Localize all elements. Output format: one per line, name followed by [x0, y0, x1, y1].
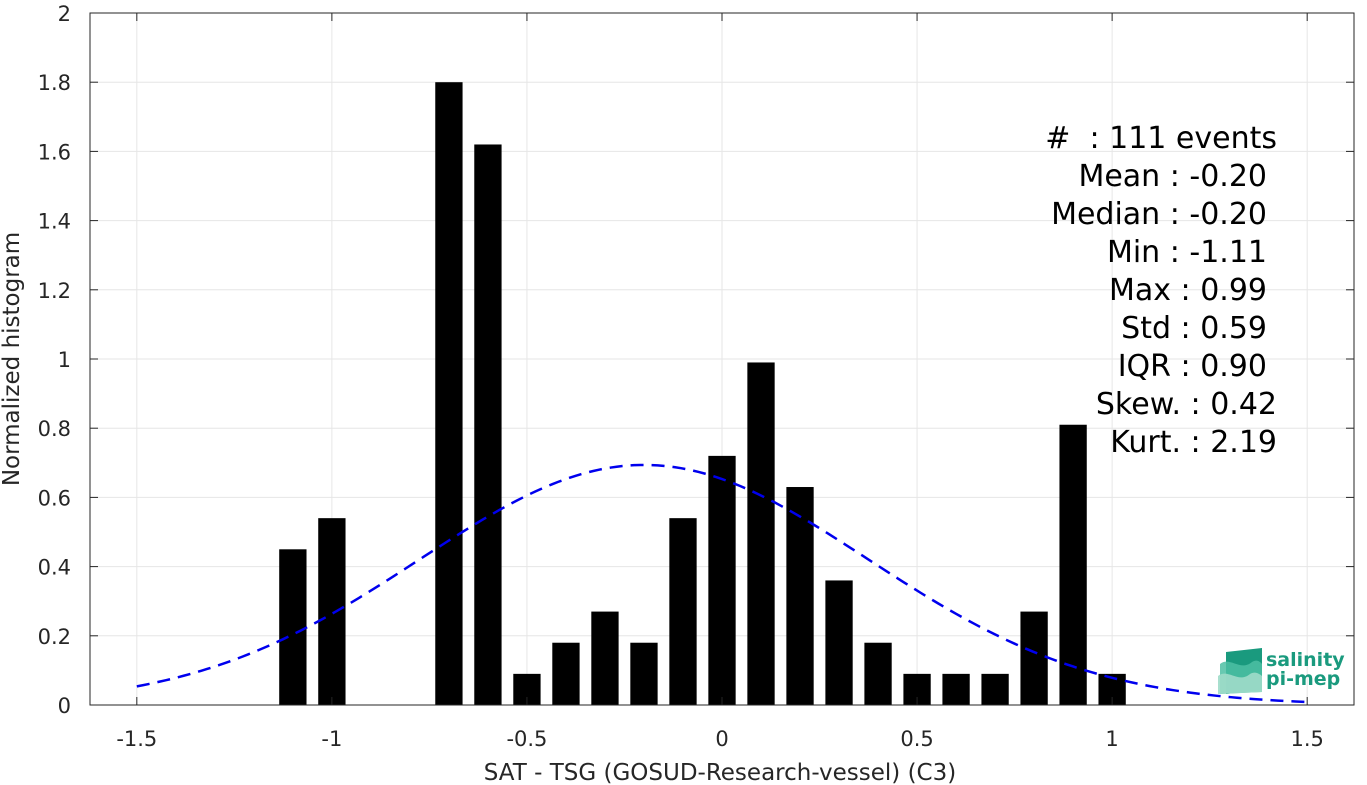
stats-min: Min : -1.11 [1107, 235, 1267, 270]
histogram-bar [474, 144, 502, 706]
y-tick-label: 1 [58, 348, 71, 372]
histogram-bar [318, 518, 346, 705]
y-tick-label: 0.4 [38, 556, 71, 580]
stats-max: Max : 0.99 [1109, 273, 1267, 308]
stats-skew: Skew. : 0.42 [1096, 387, 1277, 422]
logo-line-salinity: salinity [1266, 649, 1345, 671]
y-tick-label: 0 [58, 694, 71, 718]
stats-std: Std : 0.59 [1121, 311, 1267, 346]
x-tick-labels: -1.5 -1 -0.5 0 0.5 1 1.5 [116, 727, 1324, 751]
histogram-bar [591, 611, 619, 705]
x-tick-label: 1.5 [1290, 727, 1323, 751]
histogram-bar [747, 362, 775, 705]
y-axis-label: Normalized histogram [0, 232, 25, 486]
x-tick-label: 1 [1105, 727, 1118, 751]
x-tick-label: 0.5 [900, 727, 933, 751]
wave-logo-icon [1218, 648, 1262, 694]
histogram-bar [1059, 424, 1087, 705]
stats-kurt: Kurt. : 2.19 [1110, 425, 1277, 460]
histogram-bar [669, 518, 697, 705]
y-tick-label: 0.8 [38, 417, 71, 441]
histogram-bar [552, 642, 580, 705]
y-tick-label: 1.4 [38, 210, 71, 234]
salinity-pimep-logo: salinity pi-mep [1218, 648, 1345, 694]
x-axis-label: SAT - TSG (GOSUD-Research-vessel) (C3) [484, 760, 956, 785]
histogram-bar [630, 642, 658, 705]
histogram-bar [825, 580, 853, 705]
histogram-bar [981, 673, 1009, 705]
histogram-bar [435, 82, 463, 705]
normal-fit-curve [136, 463, 1308, 704]
histogram-bars [279, 82, 1126, 706]
y-tick-label: 1.8 [38, 71, 71, 95]
x-tick-label: 0 [715, 727, 728, 751]
histogram-bar [279, 549, 307, 705]
x-tick-label: -0.5 [506, 727, 547, 751]
y-tick-labels: 0 0.2 0.4 0.6 0.8 1 1.2 1.4 1.6 1.8 2 [38, 2, 71, 718]
axis-ticks [90, 12, 1354, 706]
stats-box: # : 111 events Mean : -0.20 Median : -0.… [1045, 121, 1277, 460]
stats-median: Median : -0.20 [1051, 197, 1267, 232]
histogram-bar [786, 487, 814, 705]
y-tick-label: 0.2 [38, 625, 71, 649]
stats-mean: Mean : -0.20 [1078, 159, 1267, 194]
y-tick-label: 0.6 [38, 486, 71, 510]
y-tick-label: 1.2 [38, 279, 71, 303]
histogram-bar [864, 642, 892, 705]
histogram-bar [942, 673, 970, 705]
logo-line-pimep: pi-mep [1266, 668, 1340, 690]
histogram-bar [1020, 611, 1048, 705]
y-tick-label: 2 [58, 2, 71, 26]
stats-iqr: IQR : 0.90 [1118, 349, 1267, 384]
x-tick-label: -1.5 [116, 727, 157, 751]
y-tick-label: 1.6 [38, 140, 71, 164]
histogram-bar [708, 455, 736, 705]
stats-events: # : 111 events [1045, 121, 1277, 156]
x-tick-label: -1 [321, 727, 342, 751]
